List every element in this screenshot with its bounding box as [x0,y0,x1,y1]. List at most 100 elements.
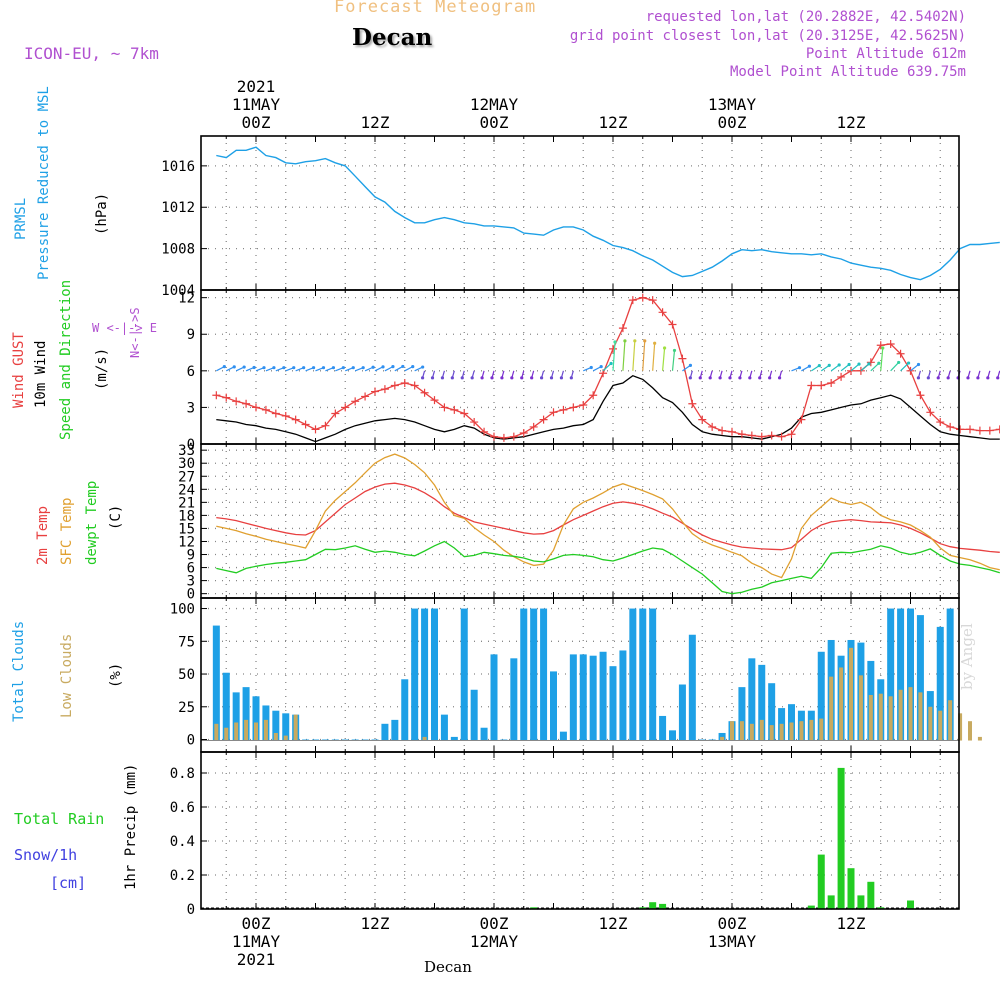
wind-arrow-head [599,365,603,369]
y-tick-label: 6 [187,364,195,380]
total-cloud-bar [678,684,686,741]
wind-arrow-head [559,376,564,380]
gust-marker [966,425,974,434]
y-tick-label: 0 [187,733,195,749]
low-cloud-bar [898,689,903,741]
wind-arrow-head [272,366,276,370]
top-hour-label: 12Z [837,113,866,132]
panel-frame [200,751,960,910]
total-cloud-bar [550,671,557,741]
total-cloud-bar [946,608,954,741]
wind-arrow [622,340,626,371]
rain-bar [837,767,845,909]
gust-marker [390,381,399,390]
y-tick-label: 1012 [161,200,195,216]
wind-arrow-head [609,361,613,366]
gust-marker [499,433,508,442]
top-date-label: 11MAY [232,95,281,114]
low-cloud-bar [244,719,249,741]
gust-marker [291,415,300,424]
bottom-hour-label: 12Z [361,914,390,933]
total-cloud-bar [887,608,895,741]
wind-arrow-head [232,365,236,369]
wind-arrow-head [662,346,667,350]
temp2m-line [216,482,1000,553]
y-tick-label: 12 [178,534,195,550]
wind-arrow-head [252,365,256,370]
pressure-unit: (hPa) [94,193,110,235]
wind-arrow-head [817,363,821,368]
wind-arrow-head [633,339,637,343]
gust-marker [698,415,707,424]
wind-arrow-head [946,376,950,380]
gust-marker [728,427,736,436]
wind-arrow-head [401,364,405,369]
total-cloud-bar [252,696,260,741]
y-tick-label: 0.4 [170,834,195,850]
panel-frame [200,443,960,599]
wind-arrow-head [897,360,901,365]
rain-bar [847,868,855,909]
total-cloud-bar [609,666,617,741]
wind-arrow-head [777,376,782,380]
wind-arrow-head [331,366,336,370]
panel-frame [200,135,960,291]
y-tick-label: 0 [187,437,195,453]
wind-arrow-head [881,346,885,350]
rain-bar [639,907,647,909]
footer-station: Decan [424,958,472,976]
low-cloud-bar [273,732,278,741]
wind-arrow-head [569,376,573,380]
gust-marker [916,391,925,400]
wind-arrow-head [857,362,861,366]
top-hour-label: 12Z [599,113,628,132]
station-name: Decan [352,24,433,51]
wind-arrow [642,340,646,371]
wind-arrow-head [361,366,365,370]
wind-arrow-head [421,365,425,369]
wind-arrow [632,340,636,371]
wind-arrow-head [643,339,647,343]
gust-marker [896,349,905,358]
gust-marker [837,372,846,381]
wind-arrow-head [351,366,355,370]
total-cloud-bar [559,731,567,741]
wind-arrow-head [450,376,454,380]
gust-marker [876,341,885,350]
gust-marker [569,403,578,412]
wind-arrow [682,364,691,372]
total-cloud-bar [212,625,220,741]
gust-marker [341,403,350,412]
total-cloud-bar [589,655,597,741]
gust-marker [410,381,419,390]
wind-arrow-head [411,365,415,369]
pressure-label-2: Pressure Reduced to MSL [36,86,52,280]
total-cloud-bar [520,608,528,741]
gust-marker [787,430,796,439]
gust-marker [380,385,389,394]
snow-unit-label: [cm] [50,874,86,892]
wind-arrow [671,350,676,371]
total-cloud-bar [530,608,538,741]
wind-arrow-head [341,366,345,370]
total-cloud-bar [897,608,905,741]
wind-arrow-head [986,376,990,380]
wind-arrow-head [916,362,921,367]
gust-marker [311,425,320,434]
wind-arrow-head [520,376,524,380]
wind-arrow-head [976,376,980,380]
gust-marker [261,405,270,414]
y-tick-label: 0 [187,587,195,603]
bottom-date-label: 12MAY [470,932,519,951]
y-tick-label: 30 [178,456,195,472]
gust-marker [361,392,370,401]
wind-arrow [840,364,850,372]
total-cloud-bar [242,687,250,741]
total-cloud-bar [510,658,518,741]
low-cloud-bar [214,723,219,741]
gust-marker [638,293,647,302]
top-date-label: 12MAY [470,95,519,114]
total-cloud-bar [758,664,766,741]
total-cloud-bar [232,692,240,741]
wind-arrow-head [490,376,494,380]
